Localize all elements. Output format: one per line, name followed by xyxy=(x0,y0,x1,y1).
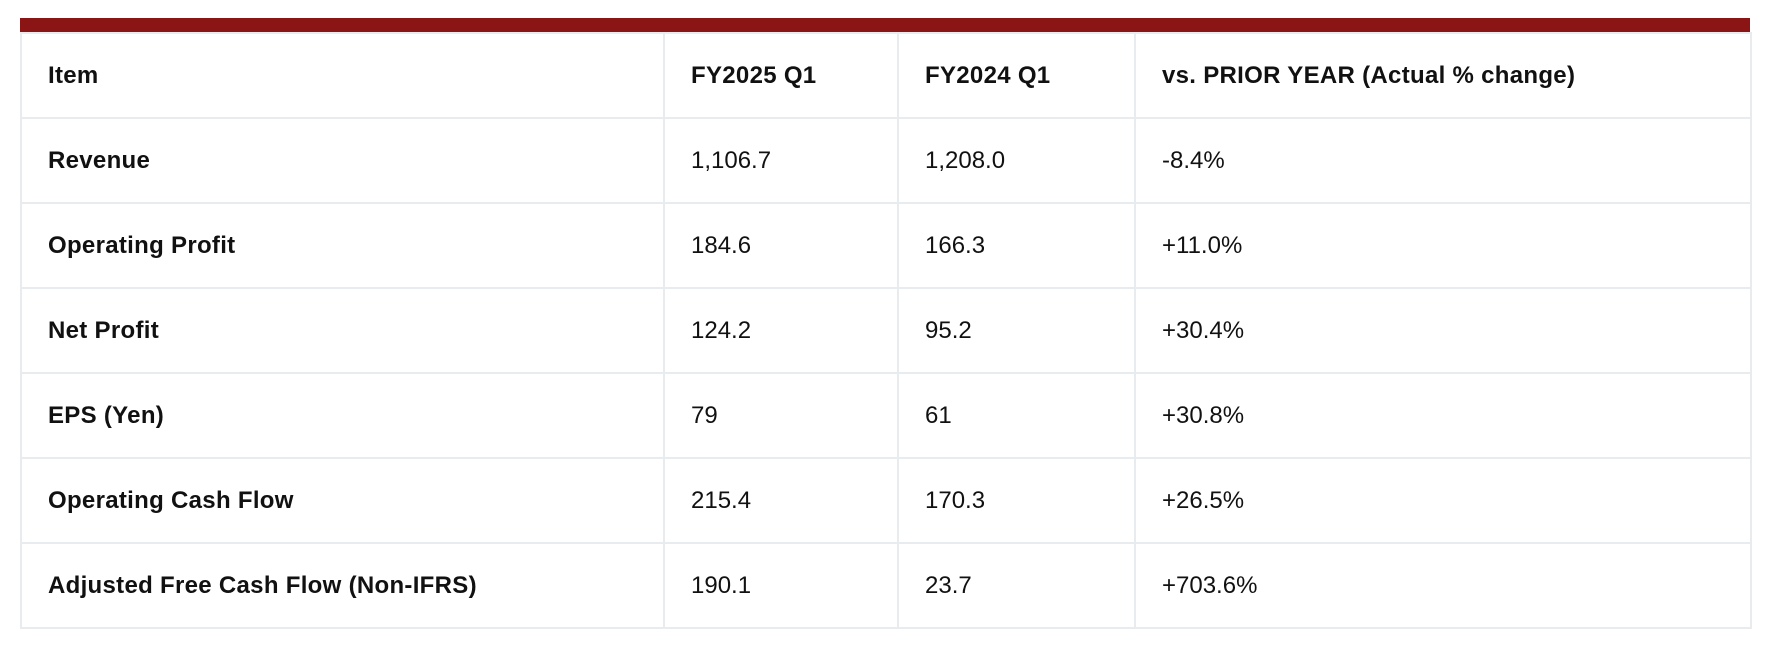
row-label: EPS (Yen) xyxy=(20,372,665,459)
table-row: Revenue 1,106.7 1,208.0 -8.4% xyxy=(20,117,1752,204)
fy2024-value: 23.7 xyxy=(897,542,1136,629)
table-row: Adjusted Free Cash Flow (Non-IFRS) 190.1… xyxy=(20,542,1752,629)
row-label: Adjusted Free Cash Flow (Non-IFRS) xyxy=(20,542,665,629)
change-value: +11.0% xyxy=(1134,202,1752,289)
row-label: Net Profit xyxy=(20,287,665,374)
table-header-row: Item FY2025 Q1 FY2024 Q1 vs. PRIOR YEAR … xyxy=(20,32,1752,119)
financial-results-table: Item FY2025 Q1 FY2024 Q1 vs. PRIOR YEAR … xyxy=(20,32,1752,629)
table-row: EPS (Yen) 79 61 +30.8% xyxy=(20,372,1752,459)
change-value: +703.6% xyxy=(1134,542,1752,629)
fy2024-value: 166.3 xyxy=(897,202,1136,289)
fy2025-value: 124.2 xyxy=(663,287,899,374)
fy2025-value: 184.6 xyxy=(663,202,899,289)
change-value: +30.8% xyxy=(1134,372,1752,459)
change-value: +30.4% xyxy=(1134,287,1752,374)
fy2025-value: 215.4 xyxy=(663,457,899,544)
table-row: Operating Cash Flow 215.4 170.3 +26.5% xyxy=(20,457,1752,544)
fy2024-value: 61 xyxy=(897,372,1136,459)
header-item: Item xyxy=(20,32,665,119)
fy2025-value: 79 xyxy=(663,372,899,459)
fy2024-value: 170.3 xyxy=(897,457,1136,544)
row-label: Revenue xyxy=(20,117,665,204)
row-label: Operating Profit xyxy=(20,202,665,289)
table-row: Operating Profit 184.6 166.3 +11.0% xyxy=(20,202,1752,289)
change-value: -8.4% xyxy=(1134,117,1752,204)
fy2024-value: 95.2 xyxy=(897,287,1136,374)
table-row: Net Profit 124.2 95.2 +30.4% xyxy=(20,287,1752,374)
header-fy2024-q1: FY2024 Q1 xyxy=(897,32,1136,119)
fy2025-value: 190.1 xyxy=(663,542,899,629)
row-label: Operating Cash Flow xyxy=(20,457,665,544)
fy2025-value: 1,106.7 xyxy=(663,117,899,204)
change-value: +26.5% xyxy=(1134,457,1752,544)
fy2024-value: 1,208.0 xyxy=(897,117,1136,204)
table-accent-bar xyxy=(20,18,1750,32)
header-fy2025-q1: FY2025 Q1 xyxy=(663,32,899,119)
header-yoy-change: vs. PRIOR YEAR (Actual % change) xyxy=(1134,32,1752,119)
